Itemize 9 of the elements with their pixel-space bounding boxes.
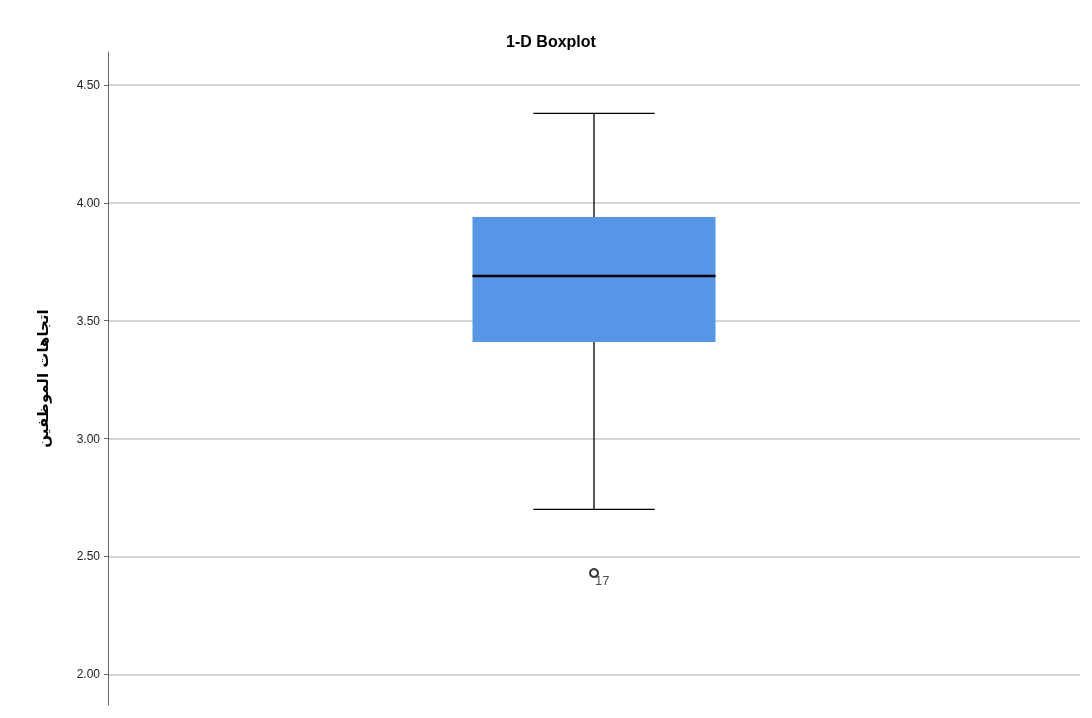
y-tick-label: 3.50 bbox=[76, 313, 101, 328]
y-tick-label: 2.50 bbox=[76, 549, 101, 564]
y-tick-label: 2.00 bbox=[76, 667, 101, 682]
y-tick-label: 4.00 bbox=[76, 195, 101, 210]
chart-title: 1-D Boxplot bbox=[506, 32, 597, 50]
y-tick-label: 3.00 bbox=[76, 431, 101, 446]
y-axis-title: اتجاهات الموظفين bbox=[33, 309, 52, 448]
annotation: 17 bbox=[595, 572, 610, 588]
y-tick-label: 4.50 bbox=[76, 78, 101, 92]
